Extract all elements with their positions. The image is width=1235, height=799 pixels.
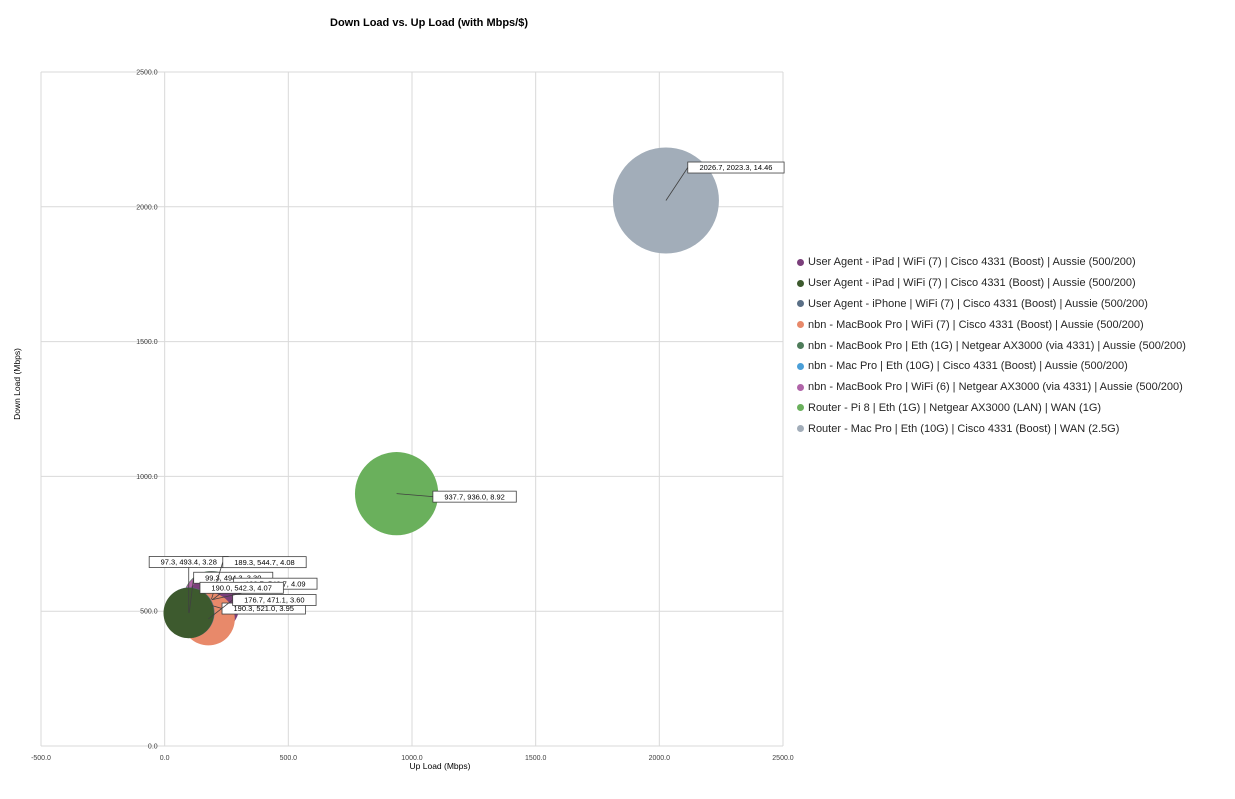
- y-tick-label: 500.0: [140, 609, 158, 616]
- data-label: 97.3, 493.4, 3.28: [161, 558, 217, 567]
- legend-marker: [797, 425, 804, 433]
- data-label: 189.3, 544.7, 4.08: [234, 558, 294, 567]
- data-label: 190.0, 542.3, 4.07: [211, 583, 271, 592]
- y-tick-label: 2000.0: [136, 204, 158, 211]
- legend-marker: [797, 300, 804, 308]
- legend-label: User Agent - iPad | WiFi (7) | Cisco 433…: [808, 256, 1136, 269]
- x-tick-label: 1500.0: [525, 755, 547, 762]
- legend-label: nbn - Mac Pro | Eth (10G) | Cisco 4331 (…: [808, 360, 1128, 373]
- tick-labels: -500.0 0.0 500.0 1000.0 1500.0 2000.0 2500.0 0.…: [31, 70, 794, 763]
- x-tick-label: 2500.0: [772, 755, 794, 762]
- chart-title: Down Load vs. Up Load (with Mbps/$): [330, 17, 528, 29]
- leader-line: [188, 577, 195, 613]
- legend-marker: [797, 342, 804, 350]
- legend-label: User Agent - iPad | WiFi (7) | Cisco 433…: [808, 277, 1136, 290]
- legend-marker: [797, 258, 804, 266]
- y-tick-label: 0.0: [148, 744, 158, 751]
- legend-item: Router - Mac Pro | Eth (10G) | Cisco 433…: [797, 418, 1186, 439]
- legend-marker: [797, 321, 804, 329]
- legend-marker: [797, 362, 804, 370]
- leader-line: [211, 605, 223, 609]
- legend-label: nbn - MacBook Pro | WiFi (7) | Cisco 433…: [808, 318, 1144, 331]
- legend-item: nbn - MacBook Pro | Eth (1G) | Netgear A…: [797, 335, 1186, 356]
- legend-item: User Agent - iPad | WiFi (7) | Cisco 433…: [797, 273, 1186, 294]
- legend: User Agent - iPad | WiFi (7) | Cisco 433…: [797, 252, 1186, 439]
- legend-label: Router - Pi 8 | Eth (1G) | Netgear AX300…: [808, 401, 1102, 414]
- legend-item: nbn - MacBook Pro | WiFi (7) | Cisco 433…: [797, 314, 1186, 335]
- x-tick-label: 2000.0: [649, 755, 671, 762]
- data-label: 937.7, 936.0, 8.92: [444, 492, 504, 501]
- legend-item: User Agent - iPad | WiFi (7) | Cisco 433…: [797, 252, 1186, 273]
- x-tick-label: -500.0: [31, 755, 51, 762]
- legend-marker: [797, 404, 804, 412]
- legend-label: nbn - MacBook Pro | Eth (1G) | Netgear A…: [808, 339, 1186, 352]
- leader-line: [396, 493, 433, 498]
- data-label-box: [432, 490, 517, 503]
- legend-marker: [797, 279, 804, 287]
- leader-line: [208, 599, 233, 620]
- y-axis-title: Down Load (Mbps): [12, 348, 22, 420]
- y-tick-label: 1000.0: [136, 474, 158, 481]
- legend-marker: [797, 383, 804, 391]
- bubble: [354, 452, 439, 536]
- legend-label: nbn - MacBook Pro | WiFi (6) | Netgear A…: [808, 381, 1183, 394]
- data-label: 99.3, 494.3, 3.30: [205, 573, 261, 582]
- x-axis-title: Up Load (Mbps): [410, 761, 471, 771]
- data-label-box: [222, 556, 307, 569]
- bubbles: [163, 147, 719, 646]
- data-label: 190.3, 521.0, 3.95: [233, 604, 293, 613]
- data-label-box: [687, 161, 785, 174]
- legend-item: nbn - Mac Pro | Eth (10G) | Cisco 4331 (…: [797, 356, 1186, 377]
- y-tick-label: 2500.0: [136, 70, 158, 77]
- data-label-box: [199, 581, 284, 594]
- legend-label: Router - Mac Pro | Eth (10G) | Cisco 433…: [808, 422, 1120, 435]
- data-label: 2026.7, 2023.3, 14.46: [699, 163, 772, 172]
- data-label: 176.7, 471.1, 3.60: [244, 596, 304, 605]
- data-label-box: [232, 594, 317, 606]
- x-tick-label: 1000.0: [401, 755, 423, 762]
- legend-item: nbn - MacBook Pro | WiFi (6) | Netgear A…: [797, 377, 1186, 398]
- x-tick-label: 0.0: [160, 755, 170, 762]
- leader-line: [211, 592, 242, 601]
- data-labels: 190.3, 521.0, 3.95 97.3, 493.4, 3.28 99.3,…: [148, 161, 785, 620]
- legend-item: User Agent - iPhone | WiFi (7) | Cisco 4…: [797, 294, 1186, 315]
- legend-item: Router - Pi 8 | Eth (1G) | Netgear AX300…: [797, 398, 1186, 419]
- x-tick-label: 500.0: [280, 755, 298, 762]
- y-tick-label: 1500.0: [136, 339, 158, 346]
- leader-line: [665, 167, 689, 201]
- legend-label: User Agent - iPhone | WiFi (7) | Cisco 4…: [808, 297, 1148, 310]
